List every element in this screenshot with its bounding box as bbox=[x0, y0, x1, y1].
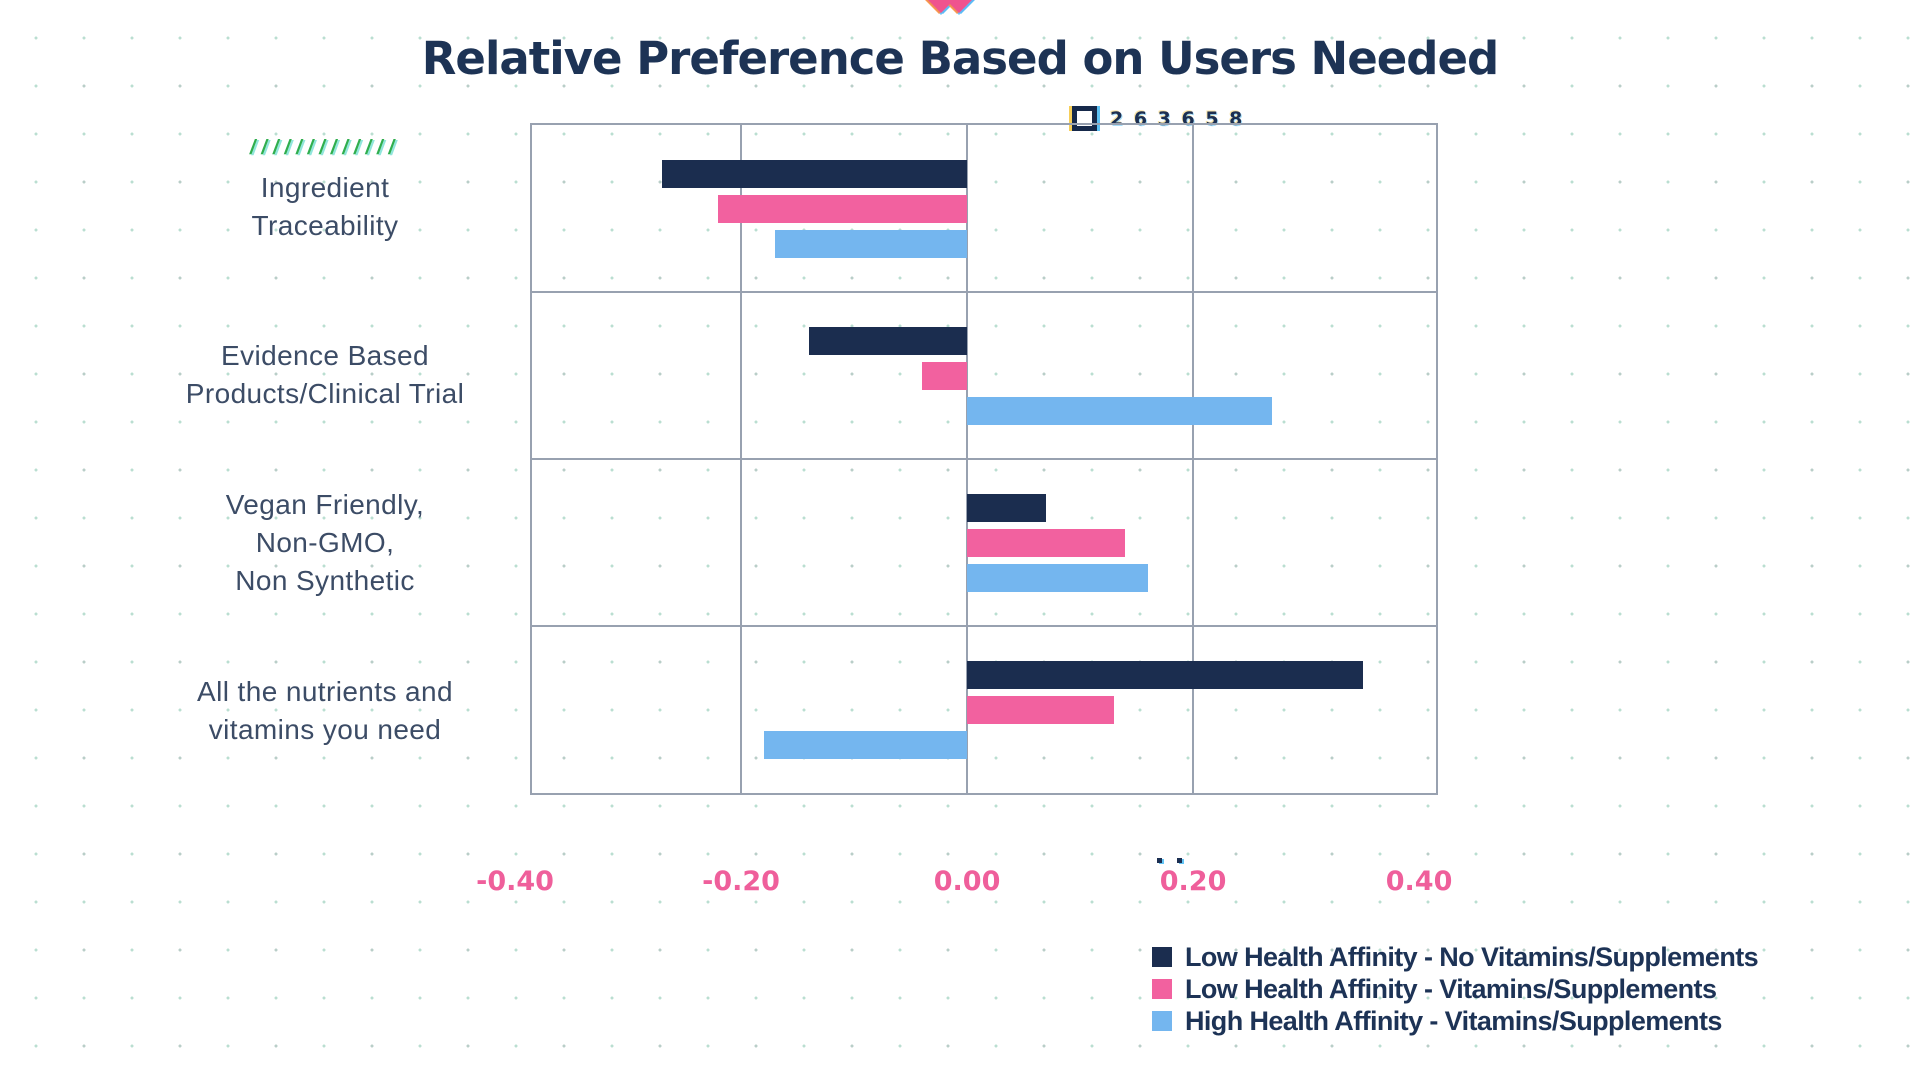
x-mark-icon bbox=[924, 0, 976, 26]
plot-area bbox=[530, 123, 1438, 795]
x-axis-tick-label: 0.00 bbox=[933, 866, 1001, 897]
legend-label: Low Health Affinity - No Vitamins/Supple… bbox=[1185, 941, 1759, 972]
legend: Low Health Affinity - No Vitamins/Supple… bbox=[1152, 941, 1759, 1040]
bar bbox=[763, 730, 968, 759]
glitch-square-icon bbox=[1072, 106, 1097, 131]
x-axis-tick-label: -0.20 bbox=[702, 866, 780, 897]
bar bbox=[967, 660, 1363, 689]
x-axis-tick-label: -0.40 bbox=[476, 866, 554, 897]
bar bbox=[967, 695, 1114, 724]
x-axis-tick-label: 0.40 bbox=[1385, 866, 1453, 897]
legend-swatch bbox=[1152, 947, 1172, 967]
bar bbox=[808, 326, 968, 355]
bar bbox=[967, 396, 1273, 425]
legend-label: Low Health Affinity - Vitamins/Supplemen… bbox=[1185, 973, 1717, 1004]
bar bbox=[921, 361, 968, 390]
bar bbox=[967, 493, 1047, 522]
x-axis: -0.40 -0.20 0.00 0.20 0.40 bbox=[476, 866, 1452, 906]
bar bbox=[774, 229, 968, 258]
glitch-marks-icon bbox=[1157, 858, 1182, 863]
slashes-decoration: ///////////// bbox=[249, 137, 401, 159]
gridline-horizontal bbox=[532, 458, 1436, 460]
bar bbox=[718, 194, 968, 223]
bar bbox=[661, 159, 968, 188]
legend-row: High Health Affinity - Vitamins/Suppleme… bbox=[1152, 1005, 1758, 1036]
gridline-horizontal bbox=[532, 291, 1436, 293]
bar bbox=[967, 528, 1126, 557]
legend-row: Low Health Affinity - No Vitamins/Supple… bbox=[1152, 941, 1759, 972]
category-label: Evidence Based Products/Clinical Trial bbox=[185, 340, 465, 409]
category-label: Ingredient Traceability bbox=[251, 172, 399, 241]
category-label: Vegan Friendly, Non-GMO, Non Synthetic bbox=[225, 489, 425, 596]
chart-title: Relative Preference Based on Users Neede… bbox=[421, 32, 1499, 85]
gridline-horizontal bbox=[532, 625, 1436, 627]
legend-swatch bbox=[1152, 1011, 1172, 1031]
x-axis-tick-label: 0.20 bbox=[1159, 866, 1227, 897]
bar bbox=[967, 563, 1148, 592]
legend-label: High Health Affinity - Vitamins/Suppleme… bbox=[1185, 1005, 1722, 1036]
category-label: All the nutrients and vitamins you need bbox=[197, 676, 453, 745]
legend-swatch bbox=[1152, 979, 1172, 999]
legend-row: Low Health Affinity - Vitamins/Supplemen… bbox=[1152, 973, 1758, 1004]
category-labels: ///////////// Ingredient Traceability Evi… bbox=[130, 123, 520, 795]
